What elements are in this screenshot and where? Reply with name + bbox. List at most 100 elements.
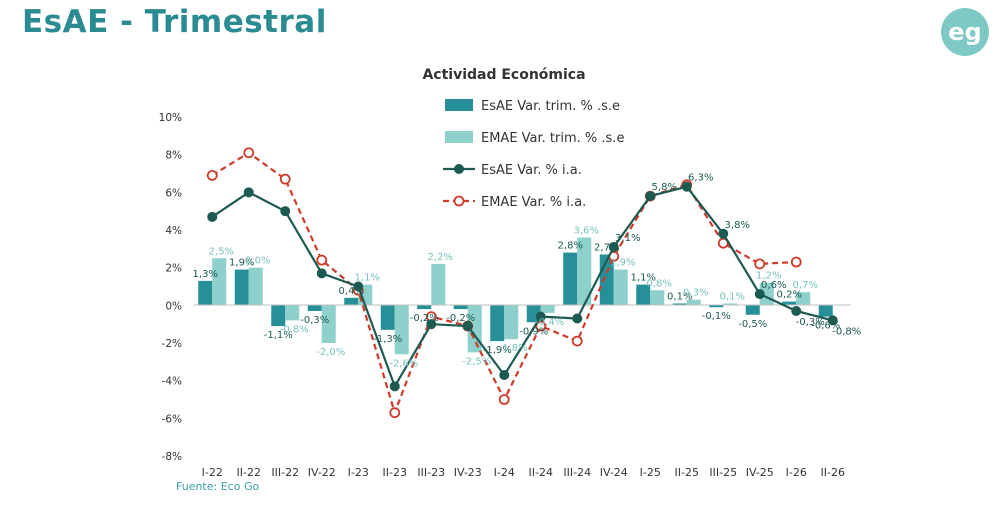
esae-bar-label: -0,6% bbox=[811, 321, 840, 332]
emae-bar bbox=[431, 263, 446, 306]
emae-bar bbox=[321, 305, 336, 343]
x-tick-label: II-22 bbox=[237, 466, 261, 479]
emae-bar-label: 2,5% bbox=[209, 246, 234, 257]
esae-ia-marker bbox=[462, 321, 473, 332]
esae-ia-marker bbox=[827, 315, 838, 326]
esae-bar bbox=[745, 305, 760, 315]
esae-bar bbox=[198, 280, 213, 306]
x-tick-label: II-23 bbox=[383, 466, 407, 479]
legend: EsAE Var. trim. % .s.e EMAE Var. trim. % … bbox=[443, 99, 624, 210]
logo-text: eg bbox=[948, 18, 981, 46]
emae-ia-marker bbox=[790, 256, 802, 268]
emae-ia-marker bbox=[243, 147, 255, 159]
x-tick-label: IV-24 bbox=[600, 466, 628, 479]
esae-ia-label: 0,6% bbox=[761, 280, 786, 291]
esae-ia-marker bbox=[718, 228, 729, 239]
esae-ia-marker bbox=[243, 187, 254, 198]
esae-ia-marker bbox=[280, 206, 291, 217]
esae-bar-label: -1,9% bbox=[483, 345, 512, 356]
esae-bar-label: -0,2% bbox=[446, 313, 475, 324]
x-tick-label: III-23 bbox=[417, 466, 445, 479]
emae-bar bbox=[285, 305, 300, 321]
eco-go-logo: eg bbox=[941, 8, 989, 56]
esae-bar bbox=[271, 305, 286, 327]
esae-bar-label: -1,1% bbox=[264, 330, 293, 341]
x-tick-label: I-22 bbox=[202, 466, 223, 479]
emae-bar bbox=[577, 237, 592, 306]
esae-ia-label: 5,8% bbox=[652, 182, 677, 193]
x-tick-label: III-25 bbox=[709, 466, 737, 479]
esae-bar bbox=[453, 305, 468, 310]
esae-bar-label: 1,9% bbox=[229, 258, 254, 269]
emae-bar bbox=[650, 290, 665, 306]
esae-bar-label: 2,8% bbox=[558, 241, 583, 252]
emae-bar-label: 1,2% bbox=[756, 271, 781, 282]
legend-label: EMAE Var. % i.a. bbox=[481, 195, 586, 210]
emae-ia-marker bbox=[754, 258, 766, 270]
esae-bar bbox=[709, 305, 724, 308]
esae-bar bbox=[344, 297, 359, 306]
x-tick-label: I-23 bbox=[348, 466, 369, 479]
emae-bar bbox=[248, 267, 263, 306]
esae-ia-marker bbox=[681, 181, 692, 192]
legend-swatch-bar bbox=[445, 131, 473, 143]
emae-bar-label: 0,1% bbox=[720, 291, 745, 302]
esae-bar-label: -0,9% bbox=[519, 326, 548, 337]
emae-bar-label: -2,0% bbox=[316, 347, 345, 358]
logo-circle bbox=[941, 8, 989, 56]
source-note: Fuente: Eco Go bbox=[176, 480, 260, 493]
esae-bar bbox=[818, 305, 833, 317]
chart-title: Actividad Económica bbox=[422, 67, 585, 83]
esae-ia-marker bbox=[499, 370, 510, 381]
esae-ia-marker bbox=[316, 268, 327, 279]
emae-bar-label: 2,2% bbox=[428, 252, 453, 263]
esae-bar-label: -0,1% bbox=[702, 311, 731, 322]
x-tick-label: II-25 bbox=[675, 466, 699, 479]
lines bbox=[206, 147, 838, 419]
esae-ia-marker bbox=[645, 191, 656, 202]
legend-swatch-marker bbox=[453, 195, 465, 207]
esae-ia-marker bbox=[608, 241, 619, 252]
esae-ia-label: -0,3% bbox=[796, 317, 825, 328]
y-tick-label: 6% bbox=[165, 187, 182, 199]
emae-bar-label: -2,6% bbox=[389, 358, 418, 369]
emae-bar-label: 3,6% bbox=[574, 226, 599, 237]
y-tick-label: -4% bbox=[162, 376, 182, 388]
emae-ia-marker bbox=[279, 173, 291, 185]
y-axis: 10% 8% 6% 4% 2% 0% -2% -4% -6% -8% bbox=[159, 112, 182, 463]
esae-ia-marker bbox=[791, 305, 802, 316]
y-tick-label: 0% bbox=[165, 300, 182, 312]
data-labels: 1,3% 1,9% -1,1% -0,3% 0,4% -1,3% -0,2% -0,2% -1,… bbox=[193, 173, 862, 370]
emae-bar-label: -1,8% bbox=[499, 343, 528, 354]
x-axis: I-22 II-22 III-22 IV-22 I-23 II-23 III-23 IV-23… bbox=[202, 466, 845, 479]
x-tick-label: I-25 bbox=[640, 466, 661, 479]
esae-ia-label: -0,8% bbox=[832, 326, 861, 337]
esae-ia-marker bbox=[389, 381, 400, 392]
esae-bar-label: 0,2% bbox=[777, 290, 802, 301]
esae-bar-label: 0,4% bbox=[339, 286, 364, 297]
esae-ia-marker bbox=[353, 281, 364, 292]
emae-bar-label: -0,8% bbox=[280, 324, 309, 335]
page-title: EsAE - Trimestral bbox=[22, 4, 327, 40]
x-tick-label: III-22 bbox=[271, 466, 299, 479]
esae-ia-label: 3,1% bbox=[615, 233, 640, 244]
y-tick-label: 4% bbox=[165, 225, 182, 237]
esae-bar-label: 1,3% bbox=[193, 269, 218, 280]
legend-swatch-marker bbox=[454, 164, 464, 174]
emae-bar-label: -0,4% bbox=[535, 317, 564, 328]
y-tick-label: -2% bbox=[162, 338, 182, 350]
esae-bar bbox=[307, 305, 322, 311]
legend-label: EsAE Var. % i.a. bbox=[481, 163, 582, 178]
emae-bar bbox=[212, 258, 227, 306]
emae-bar bbox=[394, 305, 409, 355]
esae-ia-marker bbox=[754, 289, 765, 300]
y-tick-label: 8% bbox=[165, 150, 182, 162]
emae-ia-marker bbox=[206, 169, 218, 181]
esae-ia-marker bbox=[207, 211, 218, 222]
esae-bar bbox=[782, 301, 797, 306]
x-tick-label: IV-23 bbox=[454, 466, 482, 479]
esae-bar bbox=[636, 284, 651, 306]
emae-ia-marker bbox=[389, 407, 401, 419]
emae-bar-label: -2,5% bbox=[462, 356, 491, 367]
emae-bar bbox=[686, 299, 701, 306]
